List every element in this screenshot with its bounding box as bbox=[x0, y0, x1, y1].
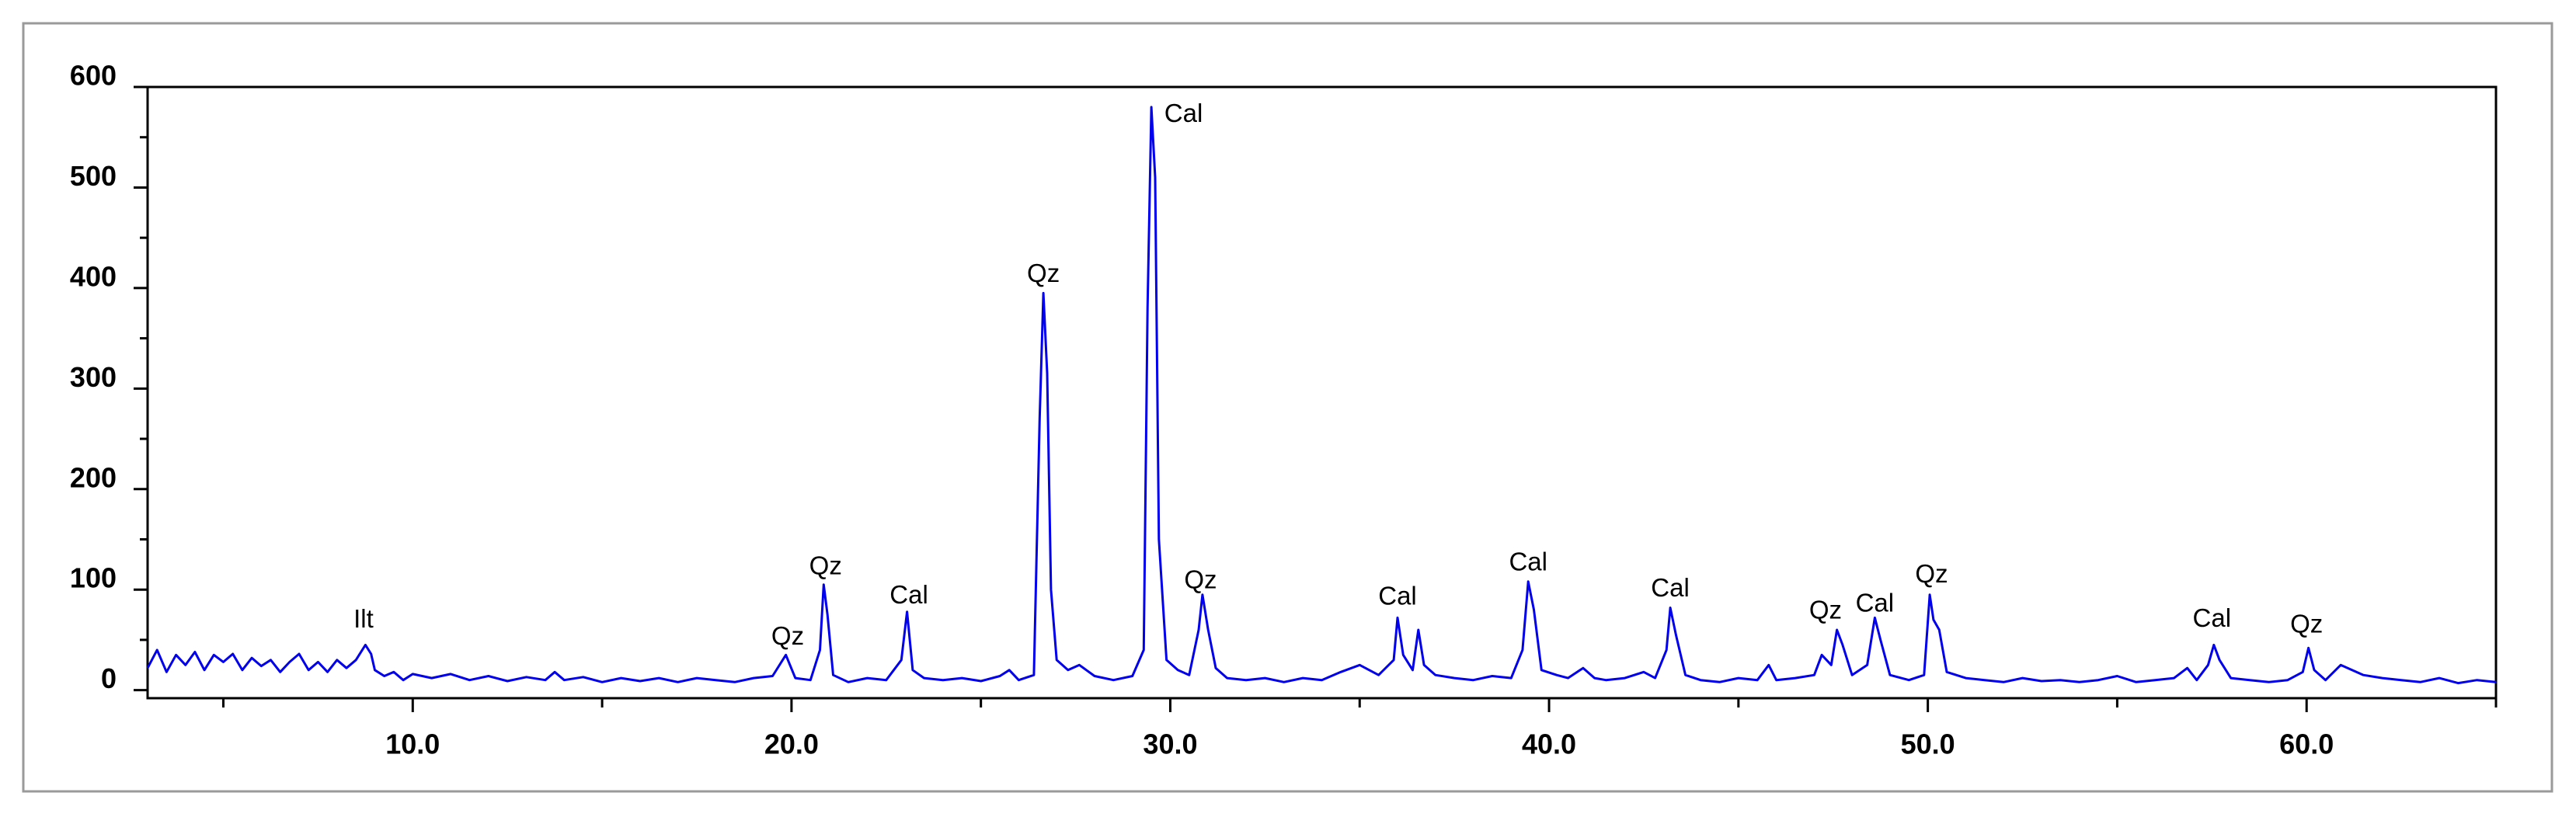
peak-label: Cal bbox=[1856, 588, 1895, 617]
peak-label: Qz bbox=[1027, 259, 1060, 287]
peak-label: Cal bbox=[1509, 547, 1547, 575]
x-tick-label: 40.0 bbox=[1522, 728, 1576, 760]
x-tick-label: 30.0 bbox=[1143, 728, 1197, 760]
peak-label: Ilt bbox=[353, 604, 374, 633]
plot-area bbox=[146, 85, 2498, 700]
y-tick-label: 200 bbox=[70, 461, 117, 493]
x-tick-label: 50.0 bbox=[1901, 728, 1955, 760]
y-tick-label: 500 bbox=[70, 160, 117, 192]
peak-label: Qz bbox=[771, 621, 804, 650]
frame bbox=[22, 22, 2553, 793]
x-tick-label: 10.0 bbox=[385, 728, 440, 760]
y-tick-label: 0 bbox=[101, 662, 117, 694]
peak-label: Cal bbox=[2193, 603, 2232, 632]
y-tick-label: 400 bbox=[70, 260, 117, 292]
peak-label: Cal bbox=[1164, 99, 1203, 127]
y-tick-label: 300 bbox=[70, 361, 117, 393]
peak-label: Cal bbox=[1651, 573, 1690, 602]
data-line bbox=[146, 106, 2497, 685]
peak-label: Qz bbox=[1184, 565, 1217, 594]
x-tick-label: 60.0 bbox=[2279, 728, 2334, 760]
peak-label: Qz bbox=[1915, 559, 1948, 588]
peak-label: Qz bbox=[809, 551, 842, 579]
y-tick-label: 600 bbox=[70, 60, 117, 92]
peak-label: Cal bbox=[889, 580, 928, 609]
peak-label: Qz bbox=[2290, 610, 2323, 638]
y-tick-label: 100 bbox=[70, 562, 117, 594]
peak-label: Cal bbox=[1378, 581, 1417, 610]
peak-label: Qz bbox=[1809, 595, 1842, 624]
x-tick-label: 20.0 bbox=[764, 728, 819, 760]
